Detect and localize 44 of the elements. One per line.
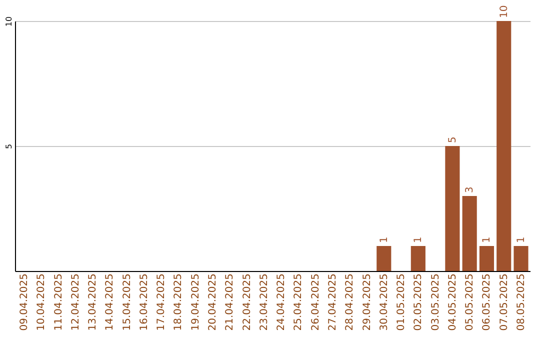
x-tick-label: 13.04.2025 <box>88 274 99 331</box>
x-tick-label: 22.04.2025 <box>242 274 253 331</box>
data-label: 10 <box>498 5 510 18</box>
data-label: 1 <box>516 236 528 243</box>
x-tick-label: 24.04.2025 <box>276 274 288 331</box>
x-tick-label: 20.04.2025 <box>208 274 219 331</box>
x-tick-label: 14.04.2025 <box>104 274 116 331</box>
bar <box>410 246 426 271</box>
x-tick-label: 10.04.2025 <box>36 274 48 331</box>
x-tick-label: 18.04.2025 <box>173 274 184 331</box>
x-tick-label: 06.05.2025 <box>482 274 493 331</box>
data-label: 1 <box>482 236 493 243</box>
x-tick-label: 23.04.2025 <box>258 274 270 331</box>
x-tick-label: 09.04.2025 <box>19 274 30 331</box>
x-tick-label: 30.04.2025 <box>378 274 390 331</box>
x-tick-label: 29.04.2025 <box>362 274 373 331</box>
bar <box>445 146 460 271</box>
data-label: 1 <box>378 236 390 243</box>
x-tick-label: 19.04.2025 <box>190 274 202 331</box>
x-tick-label: 03.05.2025 <box>430 274 442 331</box>
bar <box>462 196 477 271</box>
data-label: 5 <box>447 136 458 143</box>
x-tick-label: 16.04.2025 <box>138 274 150 331</box>
x-tick-label: 05.05.2025 <box>464 274 476 331</box>
x-tick-label: 21.04.2025 <box>224 274 236 331</box>
x-tick-label: 28.04.2025 <box>344 274 356 331</box>
x-tick-label: 11.04.2025 <box>53 274 64 331</box>
x-tick-label: 01.05.2025 <box>396 274 408 331</box>
x-tick-label: 17.04.2025 <box>156 274 168 331</box>
bar <box>514 246 528 271</box>
bar <box>496 21 512 271</box>
x-tick-label: 27.04.2025 <box>327 274 338 331</box>
bar <box>376 246 392 271</box>
x-tick-label: 04.05.2025 <box>447 274 458 331</box>
x-tick-label: 25.04.2025 <box>293 274 304 331</box>
x-tick-label: 12.04.2025 <box>70 274 82 331</box>
bar <box>479 246 494 271</box>
x-tick-label: 07.05.2025 <box>498 274 510 331</box>
x-tick-label: 08.05.2025 <box>516 274 528 331</box>
x-tick-label: 26.04.2025 <box>310 274 322 331</box>
data-label: 3 <box>464 186 476 193</box>
x-tick-label: 15.04.2025 <box>122 274 133 331</box>
x-tick-label: 02.05.2025 <box>413 274 424 331</box>
data-label: 1 <box>413 236 424 243</box>
